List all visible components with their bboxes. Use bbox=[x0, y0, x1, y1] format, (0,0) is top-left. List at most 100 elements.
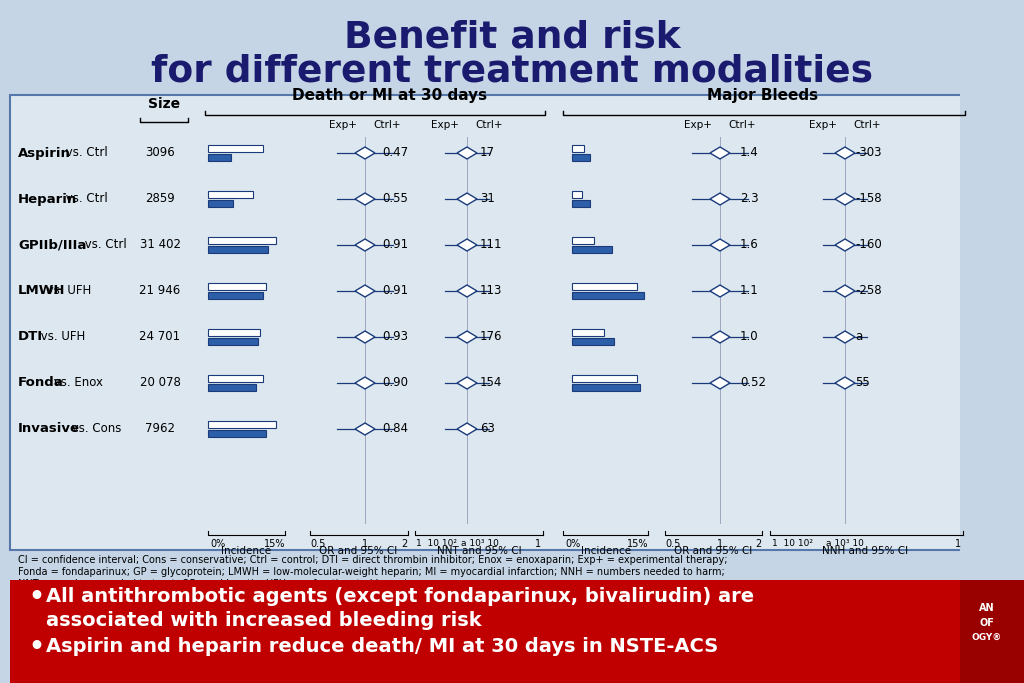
Text: 111: 111 bbox=[480, 238, 503, 251]
Text: Exp+: Exp+ bbox=[431, 120, 459, 130]
Text: -160: -160 bbox=[855, 238, 882, 251]
Text: 2.3: 2.3 bbox=[740, 193, 759, 206]
Bar bbox=[572, 145, 584, 152]
Text: Ctrl+: Ctrl+ bbox=[373, 120, 400, 130]
Bar bbox=[572, 384, 640, 391]
Text: a 10³ 10: a 10³ 10 bbox=[461, 539, 499, 548]
Text: 20 078: 20 078 bbox=[139, 376, 180, 389]
Text: 31: 31 bbox=[480, 193, 495, 206]
Text: 2: 2 bbox=[401, 539, 408, 549]
Text: OF: OF bbox=[980, 618, 994, 628]
Text: 1.0: 1.0 bbox=[740, 331, 759, 344]
Polygon shape bbox=[457, 423, 477, 435]
Text: 55: 55 bbox=[855, 376, 869, 389]
Text: 0.5: 0.5 bbox=[310, 539, 326, 549]
Text: 17: 17 bbox=[480, 146, 495, 160]
Text: Aspirin and heparin reduce death/ MI at 30 days in NSTE-ACS: Aspirin and heparin reduce death/ MI at … bbox=[46, 637, 718, 656]
Text: associated with increased bleeding risk: associated with increased bleeding risk bbox=[46, 611, 481, 630]
Text: OR and 95% CI: OR and 95% CI bbox=[318, 546, 397, 556]
Text: 15%: 15% bbox=[627, 539, 648, 549]
Polygon shape bbox=[710, 377, 730, 389]
Text: NNH and 95% CI: NNH and 95% CI bbox=[822, 546, 908, 556]
Bar bbox=[208, 237, 276, 244]
Text: -158: -158 bbox=[855, 193, 882, 206]
Bar bbox=[208, 430, 266, 437]
Bar bbox=[572, 338, 614, 345]
Bar bbox=[572, 237, 594, 244]
Bar bbox=[961, 0, 1024, 683]
Text: 0.91: 0.91 bbox=[382, 285, 409, 298]
Text: -258: -258 bbox=[855, 285, 882, 298]
Bar bbox=[208, 154, 231, 161]
Bar bbox=[961, 580, 1024, 683]
Text: Heparin: Heparin bbox=[18, 193, 77, 206]
Polygon shape bbox=[710, 239, 730, 251]
Text: LMWH: LMWH bbox=[18, 285, 66, 298]
Text: CI = confidence interval; Cons = conservative; Ctrl = control; DTI = direct thro: CI = confidence interval; Cons = conserv… bbox=[18, 555, 727, 565]
Text: 31 402: 31 402 bbox=[139, 238, 180, 251]
Text: a 10³ 10: a 10³ 10 bbox=[826, 539, 864, 548]
Text: 1: 1 bbox=[717, 539, 723, 549]
Polygon shape bbox=[457, 377, 477, 389]
Bar bbox=[208, 375, 263, 382]
Text: -303: -303 bbox=[855, 146, 882, 160]
Polygon shape bbox=[355, 239, 375, 251]
Text: 113: 113 bbox=[480, 285, 503, 298]
Text: 1  10 10²: 1 10 10² bbox=[772, 539, 813, 548]
Text: Ctrl+: Ctrl+ bbox=[728, 120, 756, 130]
Polygon shape bbox=[710, 285, 730, 297]
Text: vs. Ctrl: vs. Ctrl bbox=[81, 238, 127, 251]
Text: 2859: 2859 bbox=[145, 193, 175, 206]
Text: 0.93: 0.93 bbox=[382, 331, 408, 344]
Text: NNT = numbers needed to treat; OR = odds ratio; UFH = unfractionated heparin.: NNT = numbers needed to treat; OR = odds… bbox=[18, 579, 416, 589]
Text: 2: 2 bbox=[756, 539, 762, 549]
Polygon shape bbox=[835, 331, 855, 343]
Polygon shape bbox=[835, 147, 855, 159]
Text: Death or MI at 30 days: Death or MI at 30 days bbox=[293, 88, 487, 103]
Bar bbox=[208, 292, 263, 299]
Text: AN: AN bbox=[979, 603, 994, 613]
Text: vs. Cons: vs. Cons bbox=[69, 423, 122, 436]
Polygon shape bbox=[835, 193, 855, 205]
Text: 0.84: 0.84 bbox=[382, 423, 408, 436]
Text: vs. UFH: vs. UFH bbox=[37, 331, 85, 344]
Text: Fonda = fondaparinux; GP = glycoprotein; LMWH = low-molecular-weight heparin; MI: Fonda = fondaparinux; GP = glycoprotein;… bbox=[18, 567, 725, 577]
Text: Fonda: Fonda bbox=[18, 376, 63, 389]
Text: Benefit and risk: Benefit and risk bbox=[344, 20, 680, 56]
Bar bbox=[208, 145, 263, 152]
Polygon shape bbox=[457, 239, 477, 251]
Bar bbox=[208, 384, 256, 391]
Text: 21 946: 21 946 bbox=[139, 285, 180, 298]
Text: Invasive: Invasive bbox=[18, 423, 80, 436]
Text: OR and 95% CI: OR and 95% CI bbox=[674, 546, 752, 556]
Bar bbox=[572, 154, 590, 161]
Polygon shape bbox=[835, 377, 855, 389]
Text: vs. Enox: vs. Enox bbox=[49, 376, 102, 389]
Text: 63: 63 bbox=[480, 423, 495, 436]
Text: 1.1: 1.1 bbox=[740, 285, 759, 298]
Text: Incidence: Incidence bbox=[581, 546, 631, 556]
Text: •: • bbox=[28, 635, 44, 659]
Text: 0.91: 0.91 bbox=[382, 238, 409, 251]
Bar bbox=[10, 580, 965, 683]
Text: OGY®: OGY® bbox=[972, 632, 1002, 641]
Text: 0.47: 0.47 bbox=[382, 146, 409, 160]
Bar bbox=[208, 200, 233, 207]
Polygon shape bbox=[355, 331, 375, 343]
Polygon shape bbox=[457, 193, 477, 205]
Bar bbox=[208, 191, 253, 198]
Text: Exp+: Exp+ bbox=[684, 120, 712, 130]
Polygon shape bbox=[457, 285, 477, 297]
Text: 0.90: 0.90 bbox=[382, 376, 408, 389]
Bar bbox=[208, 246, 268, 253]
Bar bbox=[572, 200, 590, 207]
Text: Size: Size bbox=[147, 97, 180, 111]
Text: 1: 1 bbox=[361, 539, 368, 549]
Bar bbox=[208, 329, 260, 336]
Bar bbox=[572, 191, 582, 198]
Text: Incidence: Incidence bbox=[221, 546, 271, 556]
Text: Aspirin: Aspirin bbox=[18, 146, 71, 160]
Text: Exp+: Exp+ bbox=[809, 120, 837, 130]
Text: 1  10 10²: 1 10 10² bbox=[416, 539, 457, 548]
Polygon shape bbox=[355, 285, 375, 297]
